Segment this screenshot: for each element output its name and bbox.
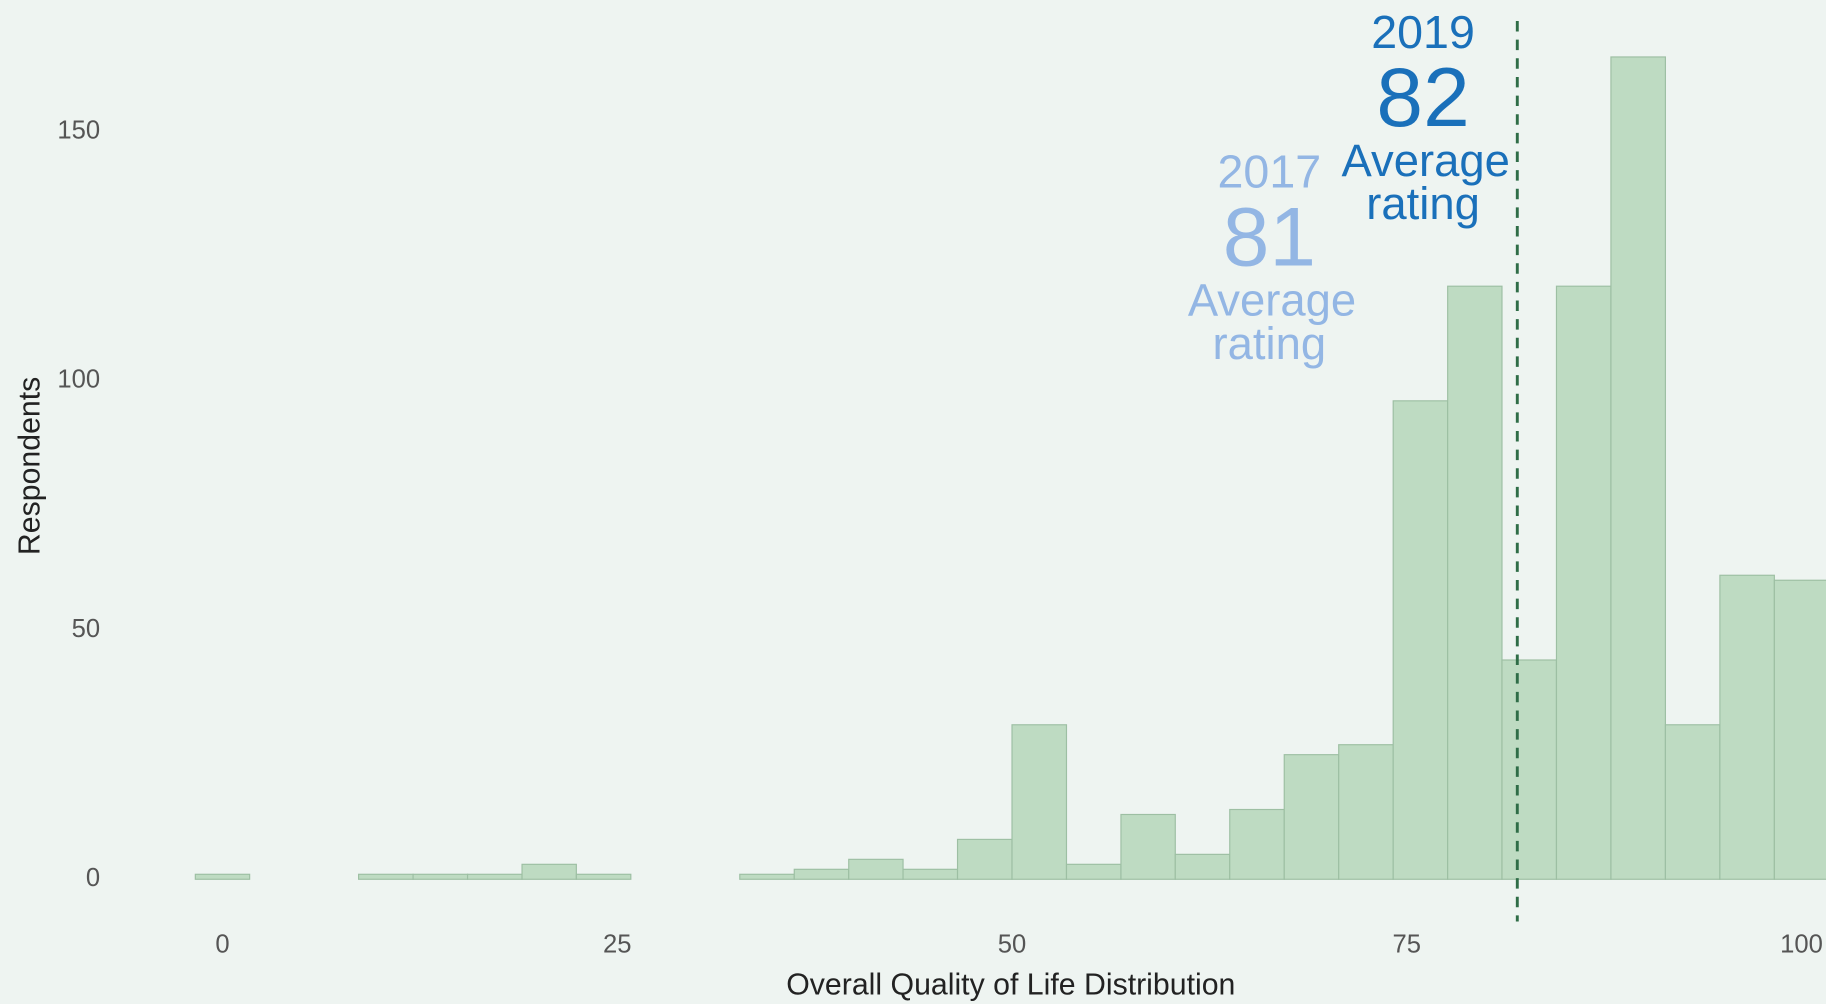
x-tick-label: 100: [1780, 930, 1823, 958]
bar: [1229, 808, 1285, 880]
y-axis-label: Respondents: [13, 377, 46, 555]
bar: [793, 868, 850, 880]
x-tick-label: 75: [1393, 930, 1422, 958]
y-tick-label: 100: [57, 366, 100, 394]
bar: [1773, 579, 1826, 880]
bar: [1447, 285, 1503, 880]
bar: [1501, 659, 1558, 880]
bar: [902, 868, 959, 880]
bar: [358, 873, 414, 880]
bar: [521, 863, 577, 880]
bar: [1555, 285, 1612, 880]
bar: [1011, 724, 1068, 880]
y-tick-label: 150: [57, 116, 100, 144]
bar: [412, 873, 469, 880]
x-tick-label: 0: [215, 930, 229, 958]
annotation-year: 2017: [1217, 149, 1322, 199]
annotation-year: 2019: [1371, 9, 1475, 59]
y-tick-label: 50: [72, 615, 101, 643]
bar: [1065, 863, 1122, 880]
bar: [1392, 400, 1449, 880]
bar: [1120, 813, 1176, 880]
annotation-value: 81: [1222, 191, 1316, 285]
bar: [466, 873, 523, 880]
annotation-box: 2017 81 Average rating: [1153, 149, 1386, 370]
bar: [575, 873, 632, 880]
y-tick-label: 0: [86, 864, 100, 892]
bar: [739, 873, 795, 880]
bar: [956, 838, 1013, 880]
bar: [848, 858, 904, 880]
annotation-label: Average rating: [1187, 276, 1357, 370]
x-tick-label: 25: [603, 930, 632, 958]
annotation-value: 82: [1376, 51, 1470, 145]
bar: [1338, 744, 1394, 880]
annotation-label: Average rating: [1341, 136, 1510, 230]
bar: [1283, 754, 1340, 880]
annotation-box: 2019 82 Average rating: [1307, 9, 1540, 230]
bar: [1719, 574, 1775, 880]
bars: [194, 56, 1826, 880]
bar: [1610, 56, 1666, 880]
bar: [1174, 853, 1231, 880]
bar: [1664, 724, 1721, 880]
bar: [194, 873, 251, 880]
x-tick-label: 50: [998, 930, 1026, 958]
x-axis-label: Overall Quality of Life Distribution: [786, 968, 1235, 1001]
